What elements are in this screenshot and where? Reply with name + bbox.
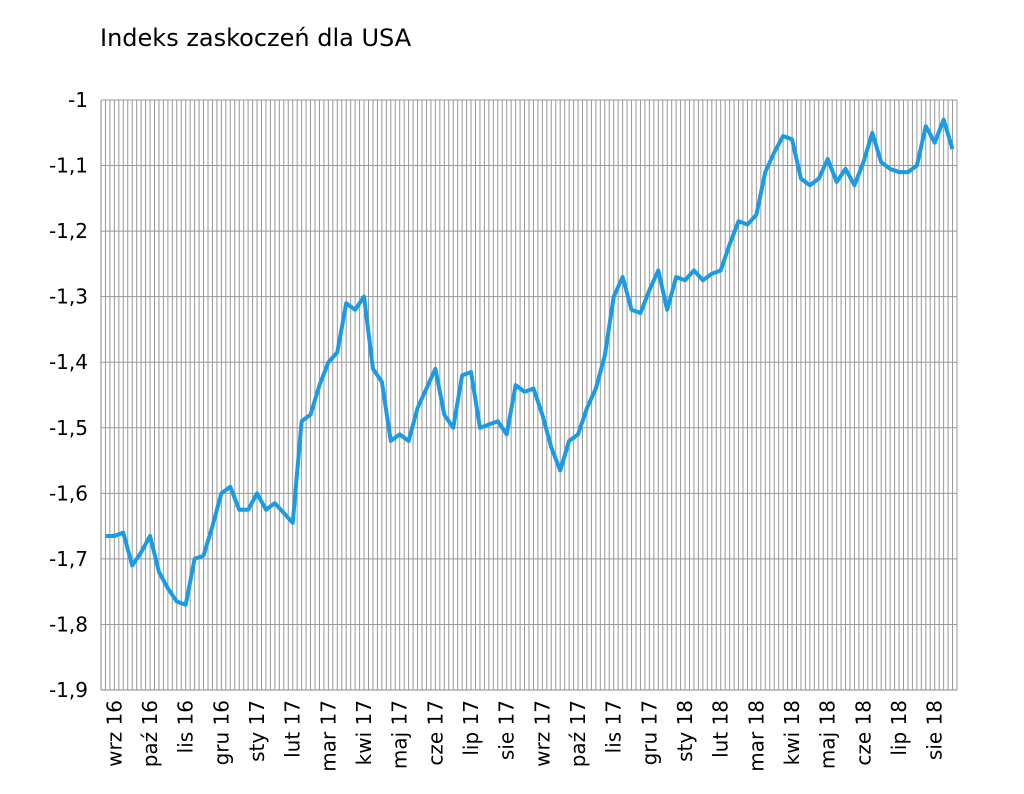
x-tick-label: kwi 18 [780, 700, 804, 765]
y-tick-label: -1,7 [49, 547, 88, 571]
x-tick-label: lut 17 [281, 700, 305, 758]
y-tick-label: -1,1 [49, 154, 88, 178]
x-tick-label: gru 16 [209, 700, 233, 765]
x-tick-label: wrz 17 [530, 700, 554, 767]
x-tick-label: sie 17 [495, 700, 519, 760]
x-tick-label: sty 18 [673, 700, 697, 762]
x-tick-label: lut 18 [709, 700, 733, 758]
x-tick-label: lip 18 [887, 700, 911, 756]
data-line [105, 117, 955, 607]
y-tick-label: -1,3 [49, 285, 88, 309]
y-tick-label: -1,5 [49, 416, 88, 440]
x-tick-label: sty 17 [245, 700, 269, 762]
x-tick-label: mar 17 [316, 700, 340, 772]
x-tick-label: mar 18 [744, 700, 768, 772]
x-tick-label: lis 16 [174, 700, 198, 753]
y-tick-label: -1,4 [49, 350, 88, 374]
y-tick-label: -1 [68, 88, 88, 112]
x-tick-label: gru 17 [637, 700, 661, 765]
x-tick-label: cze 18 [851, 700, 875, 766]
x-tick-label: paź 16 [138, 700, 162, 767]
x-tick-label: lis 17 [602, 700, 626, 753]
y-tick-label: -1,8 [49, 612, 88, 636]
x-tick-label: kwi 17 [352, 700, 376, 765]
chart-title: Indeks zaskoczeń dla USA [100, 24, 412, 52]
x-tick-label: cze 17 [423, 700, 447, 766]
x-tick-label: lip 17 [459, 700, 483, 756]
x-tick-label: maj 17 [388, 700, 412, 769]
x-tick-label: paź 17 [566, 700, 590, 767]
y-tick-label: -1,6 [49, 481, 88, 505]
y-tick-label: -1,2 [49, 219, 88, 243]
x-tick-label: wrz 16 [102, 700, 126, 767]
x-tick-label: sie 18 [923, 700, 947, 760]
y-tick-label: -1,9 [49, 678, 88, 702]
x-tick-label: maj 18 [816, 700, 840, 769]
